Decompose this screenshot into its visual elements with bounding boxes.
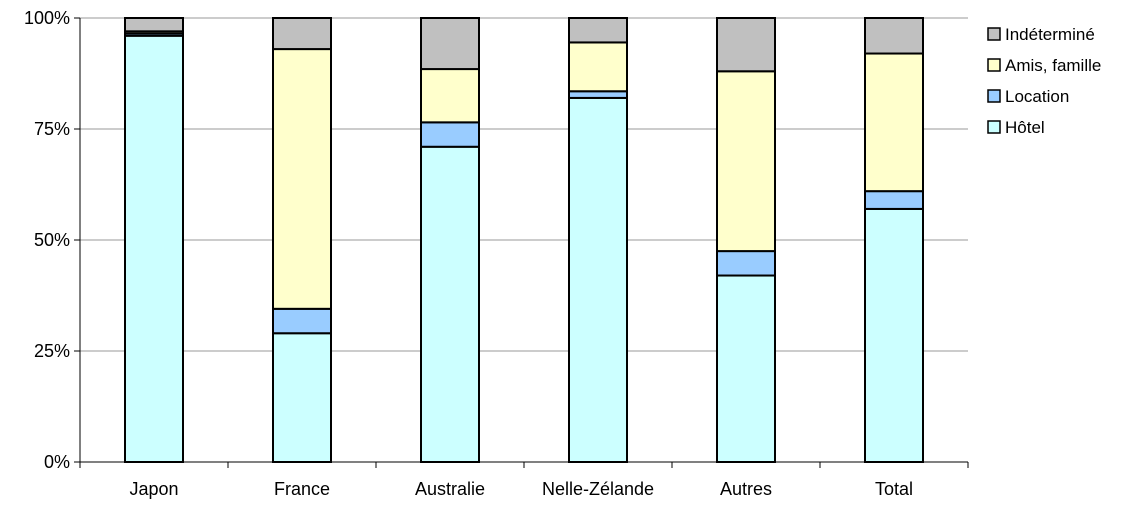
x-tick-label: Nelle-Zélande	[542, 479, 654, 499]
bar-segment	[420, 145, 480, 463]
x-tick-label: Total	[875, 479, 913, 499]
legend-label: Indéterminé	[1005, 25, 1095, 44]
bar-segment	[568, 17, 628, 44]
y-tick-label: 75%	[34, 119, 70, 139]
legend-label: Amis, famille	[1005, 56, 1101, 75]
legend-label: Location	[1005, 87, 1069, 106]
gridlines	[80, 17, 968, 352]
x-tick-labels: Japon France Australie Nelle-Zélande Autres T…	[129, 479, 913, 499]
bar-segment	[420, 121, 480, 148]
x-tick-label: France	[274, 479, 330, 499]
x-tick-label: Autres	[720, 479, 772, 499]
y-tick-labels: 0% 25% 50% 75% 100%	[24, 8, 70, 472]
axes	[74, 17, 969, 468]
y-tick-label: 25%	[34, 341, 70, 361]
bar-segment	[716, 250, 776, 277]
y-tick-label: 0%	[44, 452, 70, 472]
bar-segment	[272, 307, 332, 335]
bar-segment	[420, 68, 480, 124]
bar-segment	[420, 17, 480, 71]
bar-segment	[272, 332, 332, 463]
bar-segment	[568, 41, 628, 93]
bar-segment	[716, 17, 776, 73]
legend-swatch	[987, 120, 1001, 134]
bar-segment	[124, 17, 184, 33]
y-tick-label: 100%	[24, 8, 70, 28]
bar-segment	[864, 52, 924, 193]
legend-swatch	[987, 27, 1001, 41]
bar-segment	[864, 17, 924, 55]
bar-segment	[568, 96, 628, 463]
bars	[124, 17, 924, 463]
bar-segment	[864, 207, 924, 463]
bar-segment	[716, 274, 776, 463]
bar-segment	[716, 70, 776, 253]
bar-segment	[124, 34, 184, 463]
legend-swatch	[987, 58, 1001, 72]
bar-segment	[272, 48, 332, 310]
y-tick-label: 50%	[34, 230, 70, 250]
bar-segment	[272, 17, 332, 51]
x-tick-label: Japon	[129, 479, 178, 499]
bar-segment	[864, 190, 924, 210]
legend: Indéterminé Amis, famille Location Hôtel	[987, 25, 1101, 137]
x-tick-label: Australie	[415, 479, 485, 499]
legend-label: Hôtel	[1005, 118, 1045, 137]
legend-swatch	[987, 89, 1001, 103]
